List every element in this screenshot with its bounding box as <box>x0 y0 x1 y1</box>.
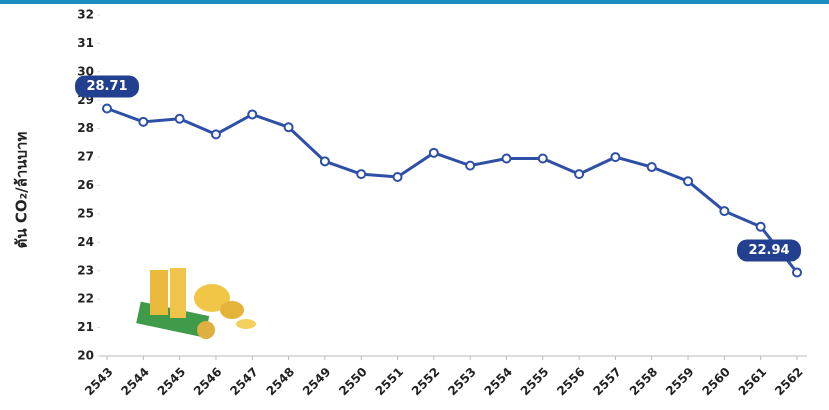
x-tick-label: 2557 <box>590 365 624 399</box>
x-tick-label: 2558 <box>627 365 661 399</box>
point <box>138 116 149 127</box>
point <box>719 206 730 217</box>
point <box>247 109 258 120</box>
point <box>356 169 367 180</box>
point <box>319 156 330 167</box>
point <box>283 122 294 133</box>
point <box>210 129 221 140</box>
x-tick-label: 2547 <box>227 365 261 399</box>
point <box>755 221 766 232</box>
point <box>683 176 694 187</box>
y-tick-label: 24 <box>77 235 94 249</box>
value-label-box <box>75 75 139 98</box>
x-tick-label: 2551 <box>373 365 407 399</box>
point <box>465 160 476 171</box>
value-label: 22.94 <box>748 243 789 258</box>
y-tick-label: 31 <box>77 36 94 50</box>
x-tick-label: 2549 <box>300 365 334 399</box>
y-tick-label: 32 <box>77 8 94 22</box>
y-tick-label: 25 <box>77 206 94 220</box>
coins-illustration <box>136 268 256 339</box>
x-tick-label: 2548 <box>264 365 298 399</box>
point <box>646 162 657 173</box>
line <box>106 107 799 274</box>
value-label-box <box>737 239 801 262</box>
x-tick-label: 2545 <box>155 365 189 399</box>
point <box>428 147 439 158</box>
x-tick-label: 2546 <box>191 365 225 399</box>
y-tick-label: 26 <box>77 178 94 192</box>
x-tick-label: 2544 <box>118 365 152 399</box>
y-tick-label: 28 <box>77 121 94 135</box>
point <box>792 267 802 278</box>
point <box>574 169 585 180</box>
y-tick-label: 22 <box>77 292 94 306</box>
y-tick-label: 30 <box>77 64 94 78</box>
y-axis-label: ตัน CO₂/ล้านบาท <box>13 132 31 249</box>
x-tick-label: 2552 <box>409 365 443 399</box>
x-tick-label: 2562 <box>772 365 806 399</box>
x-tick-label: 2550 <box>336 365 370 399</box>
x-tick-label: 2555 <box>518 365 552 399</box>
point <box>610 152 621 163</box>
x-tick-label: 2559 <box>663 365 697 399</box>
point <box>501 153 512 164</box>
point <box>102 103 112 114</box>
top-bar <box>0 0 829 4</box>
y-tick-label: 23 <box>77 263 94 277</box>
x-tick-label: 2556 <box>554 365 588 399</box>
y-tick-label: 27 <box>77 150 94 164</box>
point <box>174 113 185 124</box>
x-tick-label: 2560 <box>699 365 733 399</box>
y-tick-label: 20 <box>77 349 94 363</box>
point <box>537 153 548 164</box>
x-tick-label: 2553 <box>445 365 479 399</box>
x-tick-label: 2561 <box>736 365 770 399</box>
x-tick-label: 2554 <box>482 365 516 399</box>
point <box>392 171 403 182</box>
y-tick-label: 21 <box>77 320 94 334</box>
value-label: 28.71 <box>86 79 127 94</box>
x-tick-label: 2543 <box>82 365 116 399</box>
